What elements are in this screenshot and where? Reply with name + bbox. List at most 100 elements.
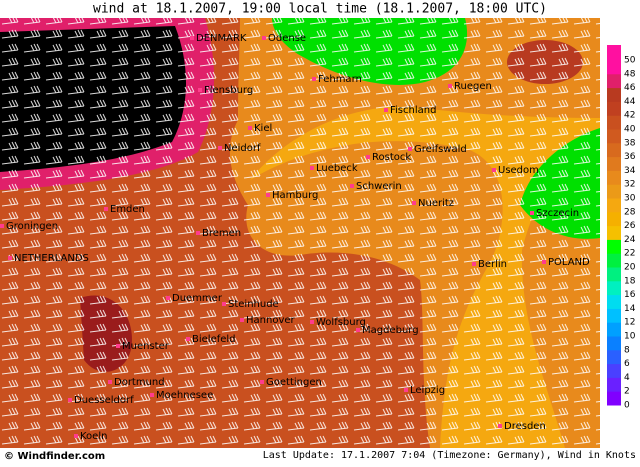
legend-tick-label: 0: [624, 401, 630, 411]
map-title: wind at 18.1.2007, 19:00 local time (18.…: [93, 2, 547, 17]
legend-tick-label: 20: [624, 263, 636, 273]
city-marker: [312, 77, 316, 81]
legend-tick-label: 42: [624, 111, 635, 121]
legend-swatch: [607, 225, 621, 240]
city-label: Emden: [110, 204, 145, 215]
city-marker: [260, 380, 264, 384]
city-marker: [190, 36, 194, 40]
city-marker: [240, 318, 244, 322]
city-label: Ruegen: [454, 81, 492, 92]
legend-tick-label: 26: [624, 221, 636, 231]
city-marker: [8, 256, 12, 260]
city-marker: [198, 88, 202, 92]
city-label: Goettingen: [266, 377, 322, 388]
legend-swatch: [607, 391, 621, 406]
city-label: Duemmer: [172, 293, 223, 304]
city-label: Greifswald: [414, 144, 467, 155]
city-label: Wolfsburg: [316, 317, 366, 328]
city-marker: [116, 344, 120, 348]
city-label: Duesseldorf: [74, 395, 134, 406]
city-marker: [218, 146, 222, 150]
city-marker: [74, 434, 78, 438]
city-marker: [472, 262, 476, 266]
city-label: Koeln: [80, 431, 107, 442]
city-marker: [68, 398, 72, 402]
city-marker: [404, 388, 408, 392]
legend-tick-label: 48: [624, 69, 636, 79]
city-label: Hamburg: [272, 190, 318, 201]
city-label: Fischland: [390, 105, 436, 116]
legend-swatch: [607, 129, 621, 144]
legend-swatch: [607, 336, 621, 351]
city-marker: [366, 155, 370, 159]
legend-tick-label: 16: [624, 290, 636, 300]
legend-swatch: [607, 377, 621, 392]
city-label: Rostock: [372, 152, 411, 163]
city-marker: [266, 193, 270, 197]
city-marker: [150, 393, 154, 397]
legend-swatch: [607, 308, 621, 323]
legend-swatch: [607, 87, 621, 102]
legend-tick-label: 34: [624, 166, 636, 176]
city-marker: [384, 108, 388, 112]
legend-tick-label: 10: [624, 332, 636, 342]
city-label: Magdeburg: [362, 325, 419, 336]
city-marker: [542, 260, 546, 264]
legend-swatch: [607, 349, 621, 365]
city-label: Muenster: [122, 341, 170, 352]
city-marker: [310, 320, 314, 324]
city-label: Schwerin: [356, 181, 402, 192]
legend-swatch: [607, 115, 621, 130]
city-marker: [104, 207, 108, 211]
legend-tick-label: 8: [624, 345, 630, 355]
color-legend: 0246810121416182022242628303234363840424…: [607, 45, 636, 411]
city-marker: [310, 166, 314, 170]
legend-tick-label: 6: [624, 359, 630, 369]
city-label: Szczecin: [536, 208, 579, 219]
city-label: Odense: [268, 33, 306, 44]
legend-swatch: [607, 363, 621, 378]
city-label: Nueritz: [418, 198, 454, 209]
legend-tick-label: 28: [624, 207, 636, 217]
city-label: Hannover: [246, 315, 296, 326]
city-label: Dortmund: [114, 377, 165, 388]
city-marker: [492, 168, 496, 172]
city-marker: [262, 36, 266, 40]
city-labels: Odense DENMARK Flensburg Fehmarn Ruegen Fisch…: [0, 33, 590, 442]
legend-tick-label: 22: [624, 249, 635, 259]
city-marker: [166, 296, 170, 300]
city-label: Moehnesee: [156, 390, 213, 401]
legend-swatch: [607, 73, 621, 89]
city-marker: [498, 424, 502, 428]
city-label: Flensburg: [204, 85, 253, 96]
legend-swatch: [607, 211, 621, 227]
city-marker: [412, 201, 416, 205]
city-label: Leipzig: [410, 385, 445, 396]
copyright: © Windfinder.com: [4, 451, 105, 462]
city-label: DENMARK: [196, 33, 247, 44]
city-marker: [408, 147, 412, 151]
legend-swatch: [607, 294, 621, 309]
legend-swatch: [607, 198, 621, 213]
city-label: POLAND: [548, 257, 590, 268]
city-marker: [350, 184, 354, 188]
legend-tick-label: 4: [624, 373, 630, 383]
legend-swatch: [607, 280, 621, 296]
legend-tick-label: 50: [624, 56, 636, 66]
legend-swatch: [607, 267, 621, 282]
legend-tick-label: 18: [624, 276, 636, 286]
city-label: Bremen: [202, 228, 241, 239]
legend-swatch: [607, 142, 621, 158]
city-marker: [186, 337, 190, 341]
legend-tick-label: 30: [624, 194, 636, 204]
legend-tick-label: 46: [624, 83, 636, 93]
legend-swatch: [607, 156, 621, 171]
city-label: Fehmarn: [318, 74, 362, 85]
legend-swatch: [607, 101, 621, 116]
legend-swatch: [607, 322, 621, 337]
city-marker: [0, 224, 4, 228]
city-label: Luebeck: [316, 163, 358, 174]
city-label: Groningen: [6, 221, 58, 232]
